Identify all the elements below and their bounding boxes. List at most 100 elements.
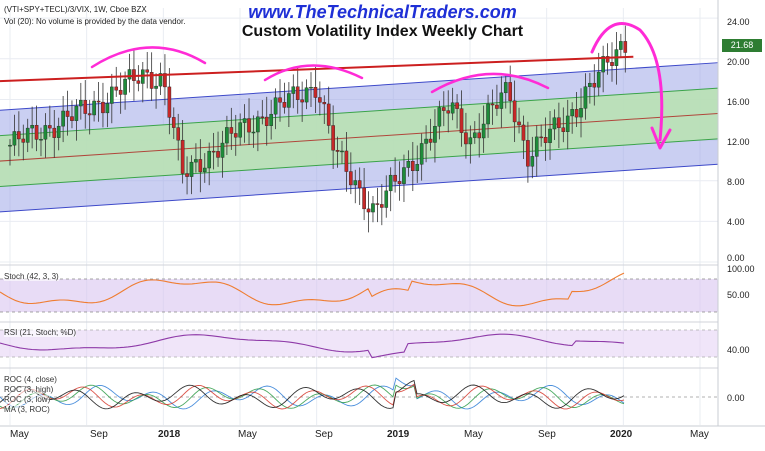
candle-body — [256, 116, 260, 133]
candle-body — [247, 118, 251, 133]
candle-body — [415, 164, 420, 172]
candle-body — [605, 56, 610, 63]
candle-body — [145, 69, 150, 73]
rsi-line — [0, 333, 625, 359]
candle-body — [220, 142, 225, 158]
candle-body — [260, 116, 265, 119]
candle-body — [171, 117, 176, 128]
candle-body — [340, 150, 344, 153]
candle-body — [486, 103, 490, 125]
x-tick: May — [464, 429, 483, 440]
candle-body — [592, 82, 597, 88]
y-tick: 0.00 — [727, 253, 745, 263]
candle-body — [154, 85, 158, 89]
candle-body — [574, 109, 579, 118]
candle-body — [313, 86, 318, 98]
x-tick: Sep — [90, 429, 108, 440]
x-tick: May — [238, 429, 257, 440]
y-tick: 4.00 — [727, 217, 745, 227]
candle-body — [105, 103, 110, 114]
candle-body — [123, 78, 127, 95]
candle-body — [371, 203, 375, 213]
candle-body — [83, 99, 88, 114]
candle-body — [264, 116, 269, 126]
candle-body — [450, 102, 455, 114]
candle-body — [362, 187, 366, 210]
stoch-tick: 50.00 — [727, 290, 750, 300]
candle-body — [411, 161, 415, 172]
candle-body — [207, 150, 211, 169]
candle-body — [238, 122, 242, 138]
rsi-label: RSI (21, Stoch; %D) — [4, 328, 77, 337]
x-tick: Sep — [538, 429, 556, 440]
candle-body — [446, 110, 451, 114]
annotation-arc-3 — [430, 72, 550, 94]
candle-body — [136, 80, 141, 84]
candle-body — [349, 171, 353, 186]
stoch-tick: 100.00 — [727, 264, 755, 274]
candle-body — [21, 138, 26, 143]
candle-body — [56, 125, 61, 138]
y-tick: 12.00 — [727, 137, 750, 147]
candle-body — [202, 167, 207, 173]
x-tick: Sep — [315, 429, 333, 440]
candle-body — [185, 173, 189, 177]
candle-body — [12, 131, 17, 146]
candle-body — [503, 82, 508, 94]
candle-body — [287, 93, 291, 108]
roc-label: ROC (4, close) — [4, 375, 57, 384]
candle-body — [384, 190, 389, 208]
chart-title: Custom Volatility Index Weekly Chart — [241, 23, 524, 40]
candle-body — [357, 180, 362, 189]
stoch-band — [0, 279, 718, 312]
candle-body — [433, 126, 437, 143]
candle-body — [189, 161, 194, 177]
candle-body — [424, 138, 428, 144]
regression-line-upper — [0, 62, 719, 111]
candle-body — [127, 69, 132, 80]
roc-tick: 0.00 — [727, 393, 745, 403]
candle-body — [48, 125, 52, 129]
candle-body — [534, 136, 539, 157]
candle-body — [149, 72, 154, 89]
y-tick: 8.00 — [727, 177, 745, 187]
candle-body — [273, 97, 278, 115]
candle-body — [419, 143, 424, 165]
candle-body — [114, 86, 119, 91]
candle-body — [70, 116, 74, 121]
candle-body — [318, 97, 322, 103]
x-tick: 2019 — [387, 429, 410, 440]
x-tick: 2020 — [610, 429, 633, 440]
candle-body — [583, 86, 588, 109]
candle-body — [490, 103, 495, 106]
candle-body — [508, 82, 512, 101]
candle-body — [8, 144, 12, 147]
x-tick: May — [10, 429, 29, 440]
candle-body — [25, 127, 30, 143]
candle-body — [455, 102, 459, 109]
candle-body — [211, 150, 216, 153]
candle-body — [588, 82, 592, 87]
regression-line-center — [0, 112, 719, 162]
candle-body — [526, 140, 530, 167]
candle-body — [557, 117, 561, 128]
roc-label: ROC (3, high) — [4, 385, 54, 394]
candle-body — [481, 123, 486, 139]
candle-body — [596, 71, 601, 88]
candle-body — [428, 138, 433, 143]
candle-body — [375, 203, 380, 205]
candle-body — [517, 121, 521, 126]
candle-body — [601, 56, 605, 73]
candle-body — [441, 107, 446, 111]
candle-body — [477, 132, 482, 139]
candle-body — [300, 99, 304, 103]
candle-body — [233, 133, 238, 138]
candle-body — [52, 127, 57, 138]
y-tick: 20.00 — [727, 57, 750, 67]
candle-body — [225, 127, 229, 144]
candle-body — [158, 73, 163, 87]
roc-line-1 — [0, 377, 625, 410]
roc-line-3 — [0, 383, 625, 410]
